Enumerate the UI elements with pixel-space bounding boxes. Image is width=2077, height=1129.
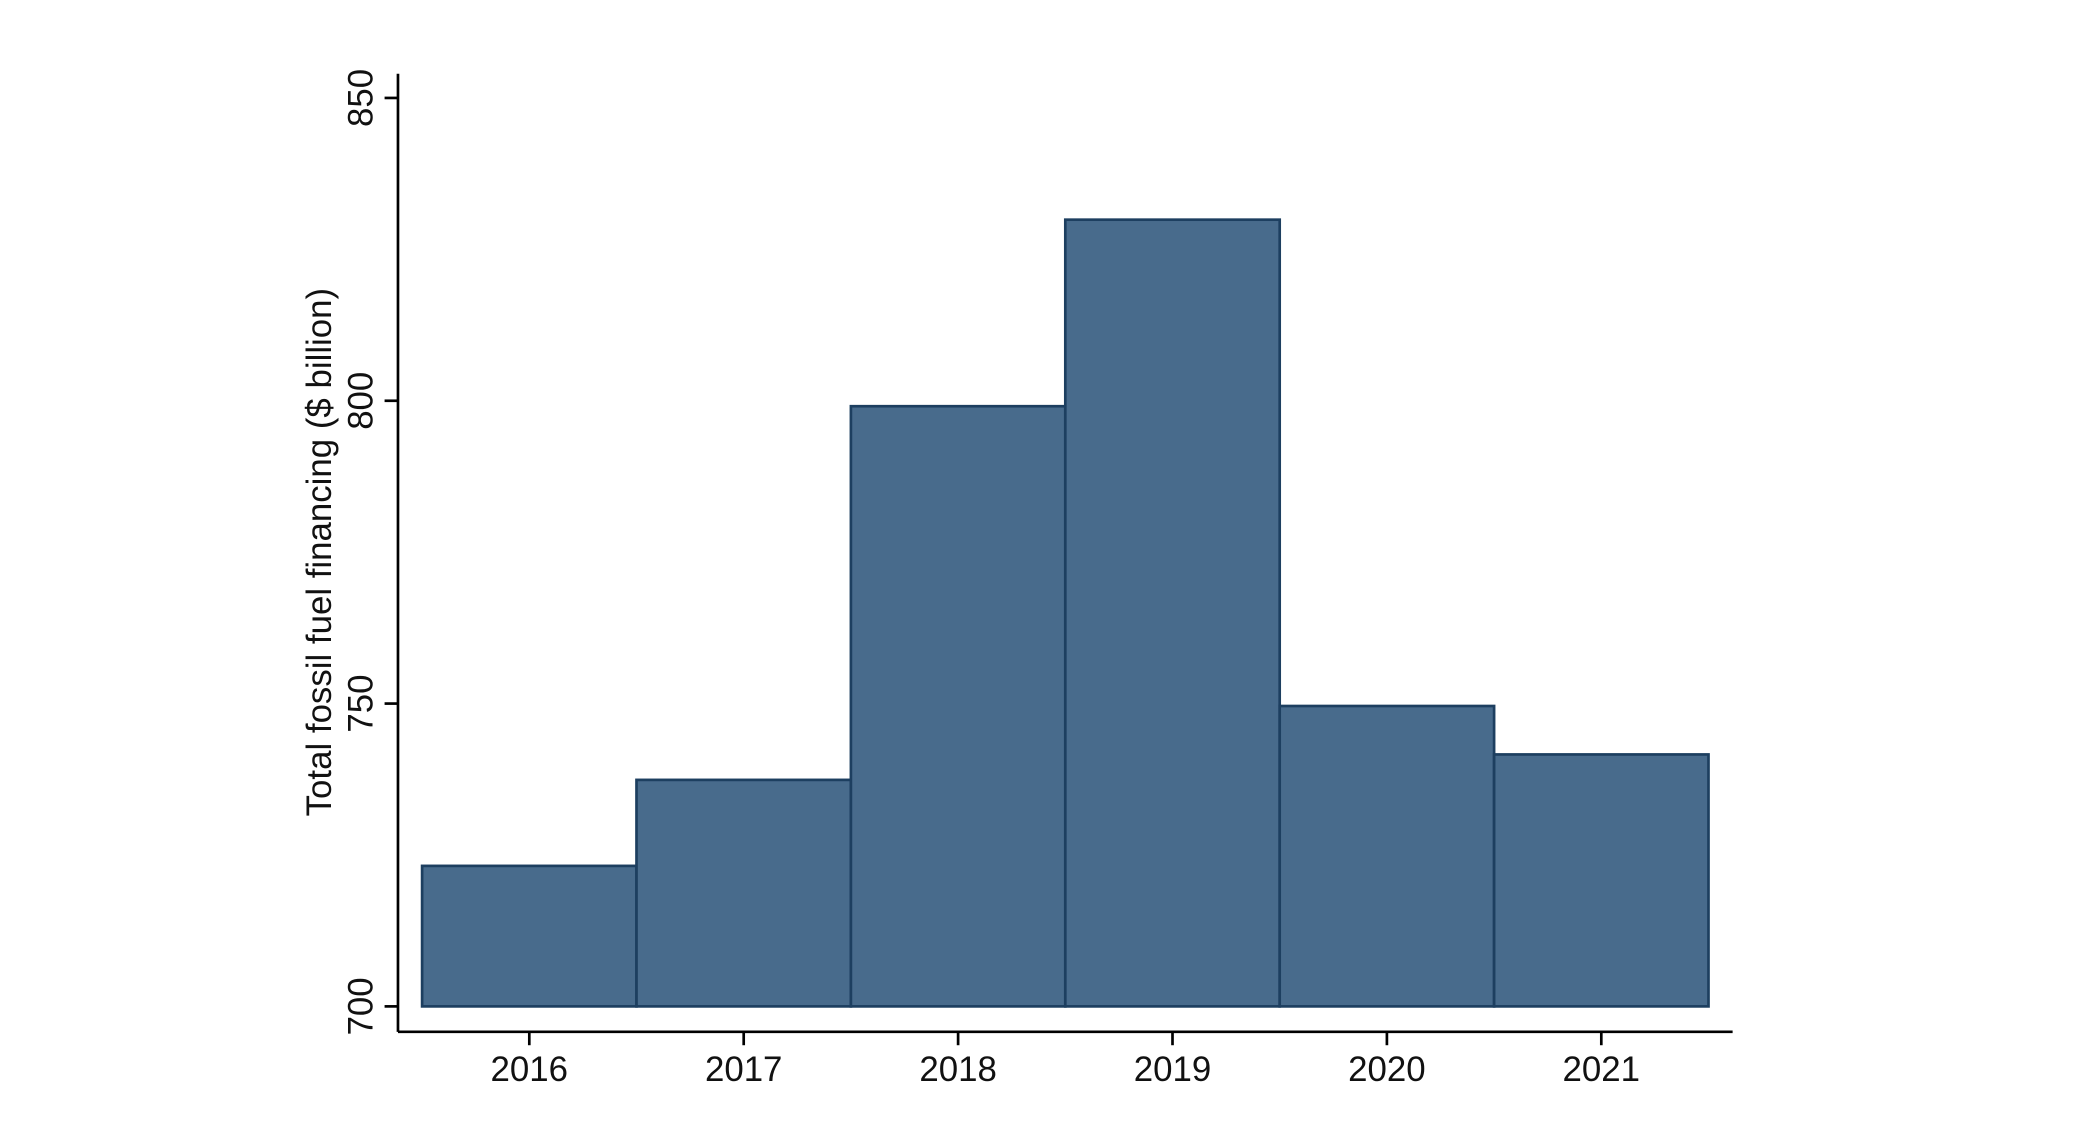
bar xyxy=(635,778,853,1008)
bar xyxy=(849,404,1067,1008)
y-tick-label: 850 xyxy=(341,69,380,127)
y-axis-label: Total fossil fuel financing ($ billion) xyxy=(300,288,339,817)
x-tick-label: 2021 xyxy=(1563,1050,1640,1089)
y-tick-label: 700 xyxy=(341,977,380,1035)
x-tick-label: 2020 xyxy=(1348,1050,1425,1089)
x-tick-label: 2017 xyxy=(705,1050,782,1089)
bar xyxy=(1063,218,1282,1008)
x-tick-label: 2019 xyxy=(1134,1050,1211,1089)
bar xyxy=(1278,704,1496,1008)
bar xyxy=(1492,753,1710,1008)
y-tick-label: 750 xyxy=(341,675,380,733)
y-tick-label: 800 xyxy=(341,372,380,430)
x-tick-label: 2018 xyxy=(919,1050,996,1089)
bar xyxy=(420,864,638,1008)
x-tick-label: 2016 xyxy=(491,1050,568,1089)
